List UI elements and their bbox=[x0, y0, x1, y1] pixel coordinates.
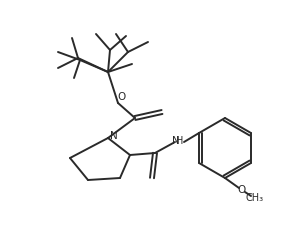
Text: O: O bbox=[237, 185, 245, 195]
Text: N: N bbox=[110, 131, 118, 141]
Text: H: H bbox=[176, 136, 184, 146]
Text: CH₃: CH₃ bbox=[246, 193, 264, 203]
Text: O: O bbox=[118, 92, 126, 102]
Text: N: N bbox=[172, 136, 180, 146]
